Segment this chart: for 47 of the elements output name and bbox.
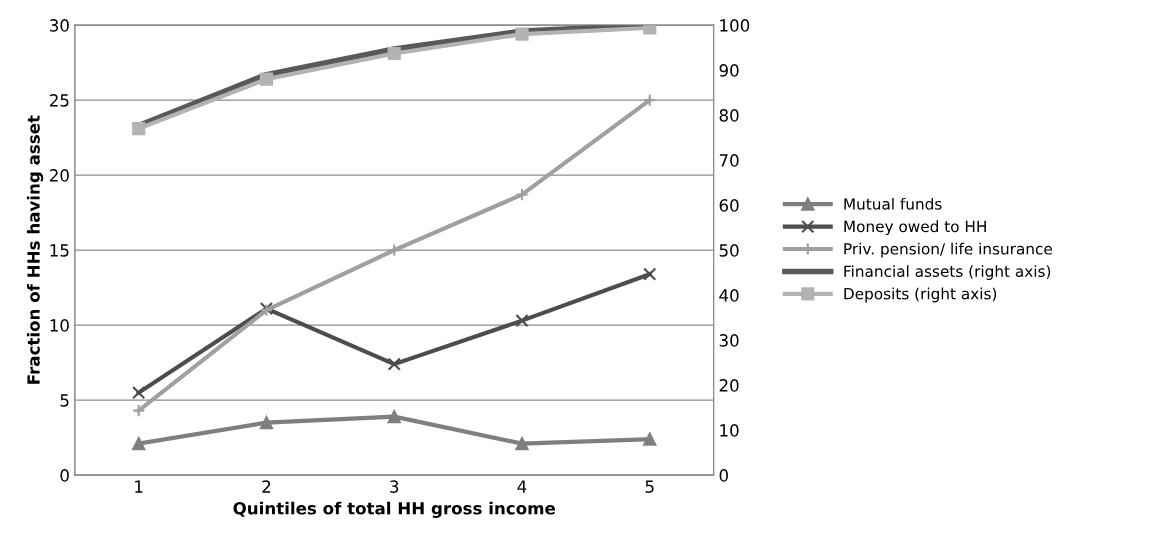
point (132, 404, 146, 418)
legend-label: Priv. pension/ life insurance (844, 242, 1052, 258)
y-tick-label: 30 (50, 19, 69, 32)
y2-tick-label: 10 (720, 424, 739, 437)
point (132, 437, 146, 451)
point (132, 386, 146, 400)
y2-tick-label: 20 (719, 379, 739, 392)
point (259, 72, 274, 86)
x-tick-label: 2 (262, 480, 271, 493)
y-tick-label: 15 (50, 244, 69, 257)
x-tick-label: 3 (390, 480, 399, 493)
point (387, 46, 401, 61)
point (643, 93, 657, 107)
y-tick-label: 20 (49, 169, 69, 182)
point (515, 437, 529, 451)
x-tick-label: 1 (135, 480, 143, 493)
legend-label: Mutual funds (844, 197, 942, 210)
y2-tick-label: 40 (719, 289, 739, 302)
legend-label: Financial assets (right axis) (844, 265, 1051, 280)
point (132, 122, 146, 136)
y2-tick-label: 80 (719, 109, 739, 122)
y2-tick-label: 70 (719, 154, 739, 167)
point (515, 188, 529, 202)
y2-tick-label: 30 (719, 334, 739, 347)
y-tick-label: 10 (50, 319, 69, 332)
point (515, 27, 529, 41)
y-tick-label: 0 (60, 469, 69, 482)
x-tick-label: 5 (645, 480, 654, 493)
point (387, 357, 401, 371)
point (387, 410, 401, 424)
y-tick-label: 25 (49, 94, 69, 107)
point (515, 314, 529, 328)
point (259, 416, 274, 430)
point (643, 432, 657, 446)
legend-label: Deposits (right axis) (844, 287, 997, 303)
y2-tick-label: 50 (719, 244, 739, 257)
x-axis-title: Quintiles of total HH gross income (233, 501, 556, 518)
y-tick-label: 5 (60, 394, 69, 407)
y2-tick-label: 0 (719, 469, 728, 482)
x-tick-label: 4 (517, 480, 527, 493)
y2-tick-label: 90 (719, 64, 739, 77)
y-axis-title: Fraction of HHs having asset (26, 115, 44, 384)
y2-tick-label: 100 (720, 19, 750, 32)
legend-label: Money owed to HH (844, 220, 986, 236)
y2-tick-label: 60 (719, 199, 739, 212)
point (643, 267, 657, 281)
point (387, 243, 401, 257)
